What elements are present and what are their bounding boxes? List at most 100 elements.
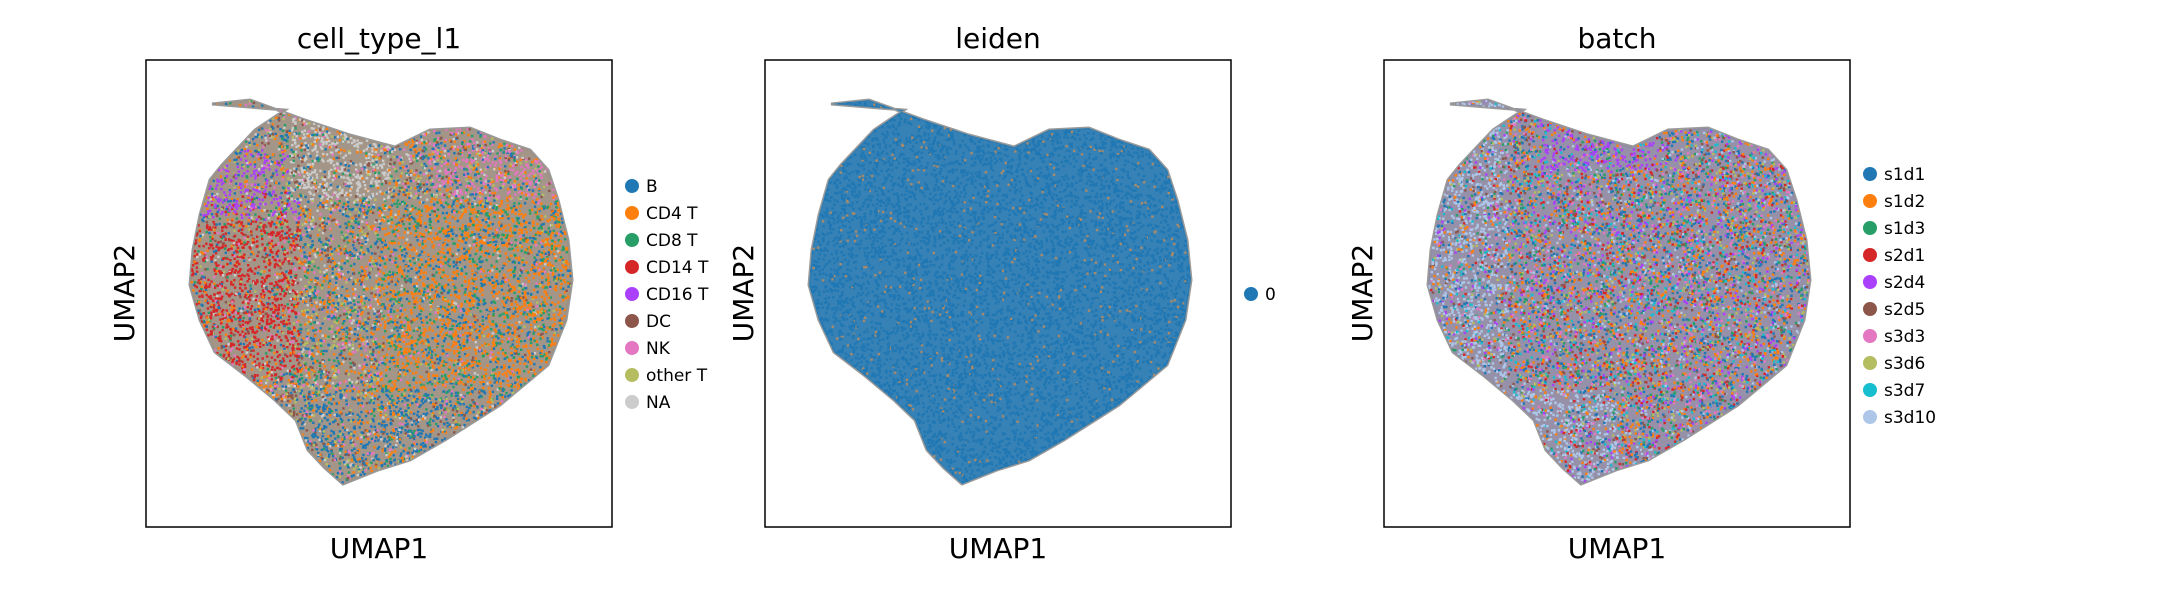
cell-point xyxy=(293,368,296,371)
cell-point xyxy=(364,187,367,190)
cell-point xyxy=(436,344,439,347)
cell-point xyxy=(546,255,549,258)
cell-point xyxy=(474,417,478,420)
cell-point xyxy=(297,312,301,315)
cell-point xyxy=(248,199,252,202)
cell-point xyxy=(298,378,301,382)
cell-point xyxy=(316,150,319,154)
cell-point xyxy=(472,159,475,162)
cell-point xyxy=(374,297,377,301)
cell-point xyxy=(479,270,483,273)
cell-point xyxy=(455,261,458,264)
cell-point xyxy=(331,257,334,260)
cell-point xyxy=(352,173,356,176)
cell-point xyxy=(239,325,242,328)
cell-point xyxy=(271,135,274,138)
cell-point xyxy=(219,282,222,285)
cell-point xyxy=(468,164,471,167)
cell-point xyxy=(241,350,244,354)
cell-point xyxy=(256,135,260,138)
cell-point xyxy=(238,357,241,360)
cell-point xyxy=(519,162,522,165)
cell-point xyxy=(270,282,273,285)
cell-point xyxy=(422,132,425,135)
cell-point xyxy=(387,277,390,280)
cell-point xyxy=(283,249,286,252)
cell-point xyxy=(365,327,369,331)
cell-point xyxy=(409,208,412,211)
cell-point xyxy=(316,248,319,251)
cell-point xyxy=(253,378,256,382)
cell-point xyxy=(506,192,510,195)
cell-point xyxy=(368,463,371,467)
cell-point xyxy=(543,346,546,349)
cell-point xyxy=(424,264,428,267)
cell-point xyxy=(430,396,433,399)
cell-point xyxy=(347,311,350,314)
cell-point xyxy=(346,241,350,244)
cell-point xyxy=(301,181,305,184)
cell-point xyxy=(513,330,517,334)
cell-point xyxy=(370,227,374,231)
cell-point xyxy=(542,301,545,304)
cell-point xyxy=(481,191,484,194)
cell-point xyxy=(487,227,491,231)
cell-point xyxy=(414,290,417,293)
cell-point xyxy=(436,293,440,296)
cell-point xyxy=(559,324,562,327)
cell-point xyxy=(494,211,498,214)
cell-point xyxy=(476,362,480,365)
cell-point xyxy=(528,351,531,354)
cell-point xyxy=(377,420,380,423)
cell-point xyxy=(258,226,261,229)
cell-point xyxy=(399,338,402,342)
cell-point xyxy=(264,134,267,138)
cell-point xyxy=(311,159,315,163)
cell-point xyxy=(335,476,339,479)
cell-point xyxy=(398,300,401,303)
cell-point xyxy=(283,305,287,308)
cell-point xyxy=(428,189,431,192)
cell-point xyxy=(367,312,370,315)
cell-point xyxy=(513,184,517,187)
cell-point xyxy=(387,222,391,225)
cell-point xyxy=(398,428,401,431)
cell-point xyxy=(404,193,407,197)
cell-point xyxy=(228,203,231,206)
cell-point xyxy=(438,271,441,275)
cell-point xyxy=(373,425,376,428)
cell-point xyxy=(538,327,541,330)
cell-point xyxy=(341,192,344,195)
cell-point xyxy=(447,153,450,156)
cell-point xyxy=(296,330,300,333)
cell-point xyxy=(284,389,288,392)
cell-point xyxy=(465,158,469,161)
cell-point xyxy=(318,132,321,135)
cell-point xyxy=(372,439,375,442)
cell-point xyxy=(487,387,491,390)
cell-point xyxy=(312,329,315,332)
cell-point xyxy=(402,166,405,169)
cell-point xyxy=(539,162,542,165)
cell-point xyxy=(480,157,483,161)
cell-point xyxy=(382,162,385,166)
cell-point xyxy=(261,141,264,145)
cell-point xyxy=(513,288,516,291)
cell-point xyxy=(336,148,340,152)
cell-point xyxy=(279,236,282,239)
cell-point xyxy=(522,179,526,183)
cell-point xyxy=(513,159,516,162)
cell-point xyxy=(400,326,403,330)
cell-point xyxy=(321,185,324,188)
cell-point xyxy=(285,288,289,291)
cell-point xyxy=(566,275,570,278)
cell-point xyxy=(319,438,323,441)
cell-point xyxy=(357,312,361,315)
cell-point xyxy=(364,237,367,240)
cell-point xyxy=(382,239,385,242)
cell-point xyxy=(270,231,273,234)
cell-point xyxy=(440,256,443,259)
cell-point xyxy=(472,240,476,243)
cell-point xyxy=(347,220,351,224)
cell-point xyxy=(493,168,496,171)
